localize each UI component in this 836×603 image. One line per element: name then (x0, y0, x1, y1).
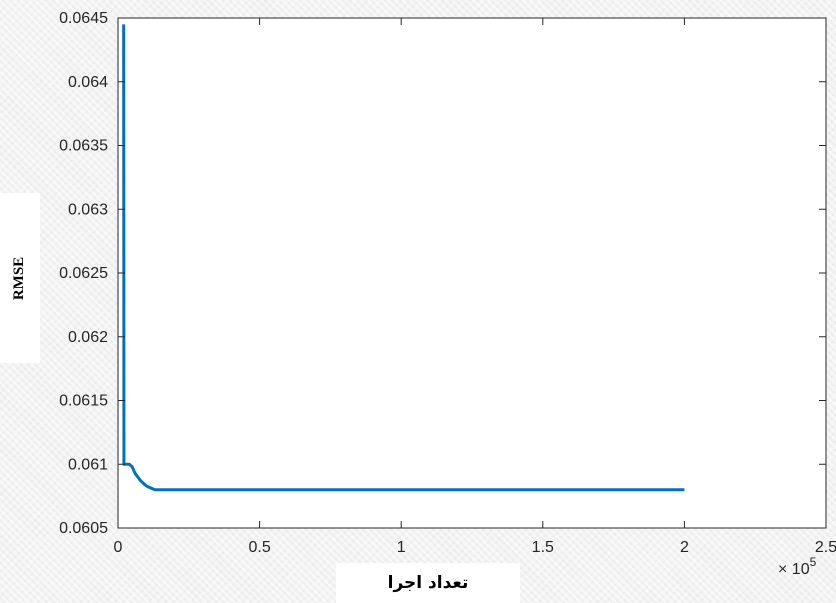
y-tick-label-8: 0.0645 (59, 10, 108, 27)
x-tick-label-4: 2 (680, 539, 689, 556)
plot-area (118, 18, 826, 528)
y-axis-label-box: RMSE (0, 193, 40, 363)
series-line-0 (122, 24, 685, 492)
x-tick-label-2: 1 (397, 539, 406, 556)
x-tick-label-1: 0.5 (248, 539, 270, 556)
y-tick-label-4: 0.0625 (59, 265, 108, 282)
plot-frame (117, 17, 827, 529)
x-exponent-label: × 105 (778, 555, 817, 578)
series-layer (122, 24, 685, 492)
x-tick-label-3: 1.5 (532, 539, 554, 556)
y-tick-label-2: 0.0615 (59, 393, 108, 410)
y-tick-label-6: 0.0635 (59, 138, 108, 155)
x-axis-label-box: تعداد اجرا (336, 563, 520, 603)
y-tick-label-1: 0.061 (68, 456, 108, 473)
y-tick-label-5: 0.063 (68, 201, 108, 218)
y-tick-label-0: 0.0605 (59, 520, 108, 537)
y-tick-label-7: 0.064 (68, 74, 108, 91)
y-axis-label: RMSE (11, 256, 28, 300)
y-tick-label-3: 0.062 (68, 329, 108, 346)
x-tick-label-5: 2.5 (815, 539, 836, 556)
x-tick-label-0: 0 (114, 539, 123, 556)
x-axis-label: تعداد اجرا (387, 573, 469, 593)
tick-labels: 0 0.5 1 1.5 2 2.5 0.0605 0.061 0.0615 0.062 0.0625… (59, 10, 836, 556)
